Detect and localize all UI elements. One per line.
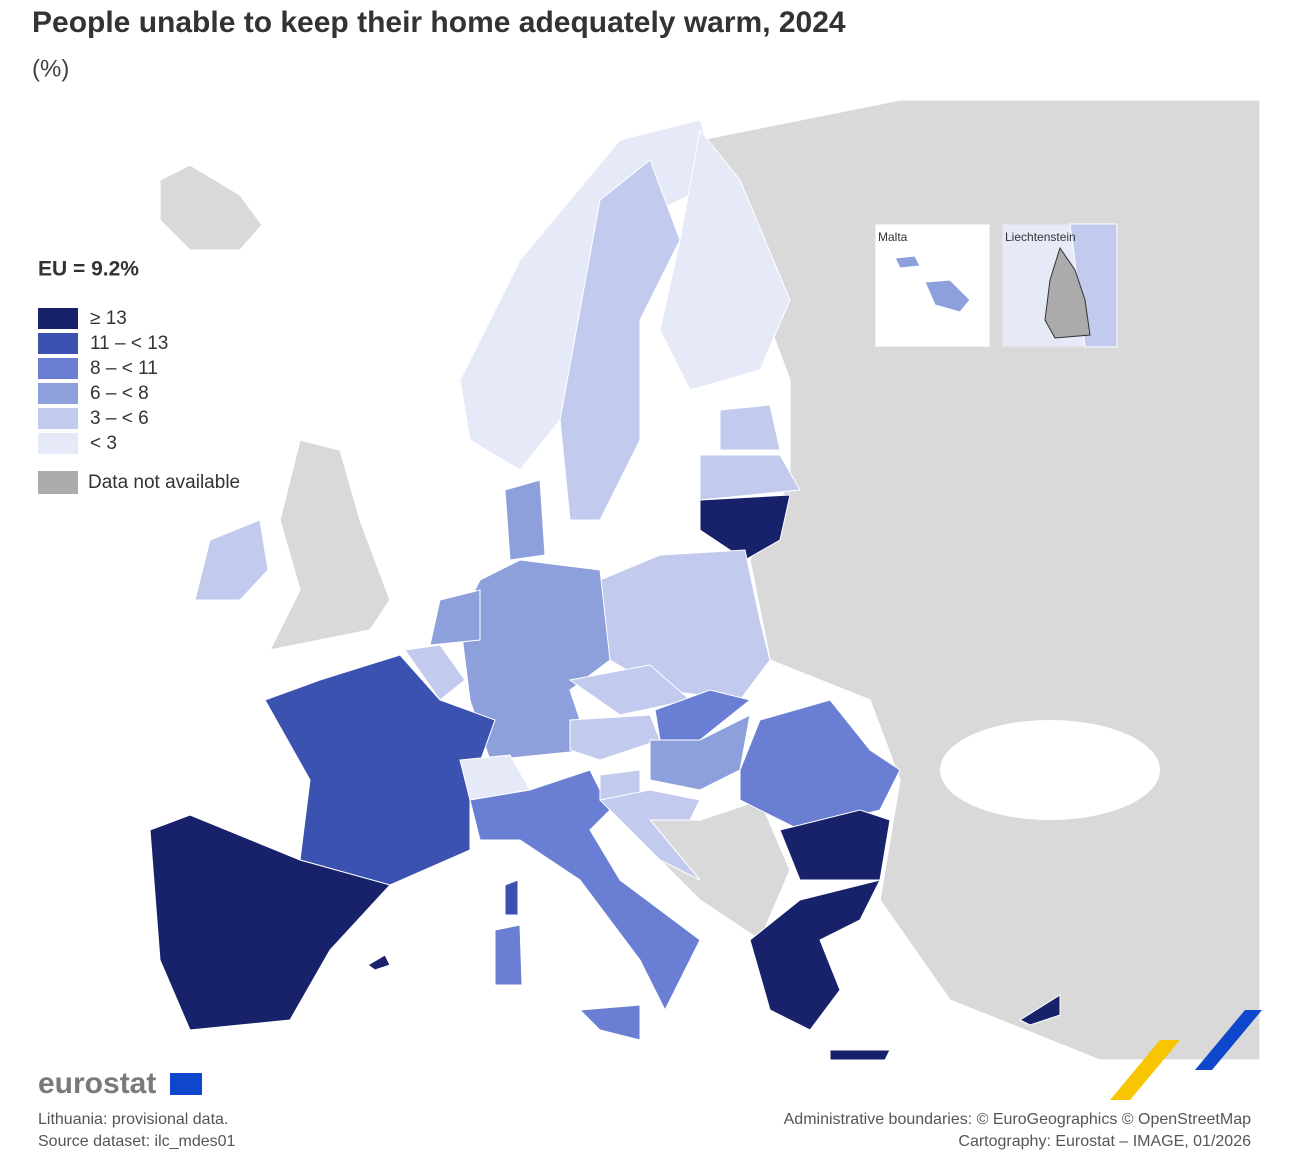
countries bbox=[149, 119, 1061, 1061]
legend-label: 11 – < 13 bbox=[90, 333, 168, 354]
inset-label: Malta bbox=[878, 230, 908, 244]
legend-swatch bbox=[38, 408, 78, 429]
croatia bbox=[598, 789, 701, 881]
sicily bbox=[578, 1004, 641, 1041]
subtitle: (%) bbox=[32, 55, 69, 82]
sweden bbox=[559, 159, 681, 521]
slovakia bbox=[654, 689, 752, 741]
legend-label: 6 – < 8 bbox=[90, 383, 149, 404]
legend: ≥ 13 11 – < 13 8 – < 11 6 – < 8 3 – < 6 < 3 Da… bbox=[38, 308, 240, 494]
malta bbox=[924, 279, 971, 313]
corsica bbox=[504, 879, 519, 916]
map bbox=[149, 99, 1261, 1061]
iceland bbox=[159, 164, 263, 251]
legend-swatch bbox=[38, 358, 78, 379]
land-east bbox=[699, 99, 1261, 1061]
legend-swatch bbox=[38, 433, 78, 454]
balearics bbox=[367, 954, 391, 971]
latvia bbox=[699, 454, 801, 501]
legend-label: ≥ 13 bbox=[90, 308, 127, 329]
black-sea bbox=[940, 720, 1160, 820]
cyprus bbox=[1018, 994, 1061, 1026]
logo: eurostat bbox=[38, 1067, 156, 1100]
romania bbox=[739, 699, 901, 831]
finland bbox=[659, 128, 791, 391]
logo-stripe bbox=[1195, 1010, 1262, 1070]
note: Lithuania: provisional data. bbox=[38, 1111, 228, 1128]
legend-label: 3 – < 6 bbox=[90, 408, 149, 429]
lithuania bbox=[699, 494, 791, 561]
inset-label: Liechtenstein bbox=[1005, 230, 1076, 244]
great-britain bbox=[268, 439, 391, 651]
iberia bbox=[149, 814, 391, 1031]
inset-liechtenstein: Liechtenstein bbox=[1001, 223, 1118, 348]
legend-label: < 3 bbox=[90, 433, 117, 454]
belgium bbox=[404, 644, 466, 701]
legend-swatch bbox=[38, 333, 78, 354]
greece bbox=[749, 879, 881, 1031]
legend-swatch bbox=[38, 308, 78, 329]
crete bbox=[829, 1049, 891, 1061]
inset-malta: Malta bbox=[874, 223, 991, 348]
legend-title: EU = 9.2% bbox=[38, 258, 139, 281]
credit: Administrative boundaries: © EuroGeograp… bbox=[784, 1111, 1251, 1128]
netherlands bbox=[429, 589, 481, 646]
denmark bbox=[504, 479, 546, 561]
note: Source dataset: ilc_mdes01 bbox=[38, 1133, 236, 1150]
liechtenstein bbox=[1044, 246, 1091, 339]
ireland bbox=[194, 519, 269, 601]
credit: Cartography: Eurostat – IMAGE, 01/2026 bbox=[958, 1133, 1251, 1150]
italy bbox=[469, 769, 701, 1012]
legend-label: Data not available bbox=[88, 472, 240, 493]
title: People unable to keep their home adequat… bbox=[32, 6, 846, 39]
balkans bbox=[639, 799, 791, 941]
austria bbox=[569, 714, 661, 761]
bulgaria bbox=[779, 809, 891, 881]
gozo bbox=[894, 255, 921, 269]
legend-swatch bbox=[38, 471, 78, 494]
france bbox=[264, 654, 496, 886]
estonia bbox=[719, 404, 781, 451]
sardinia bbox=[494, 924, 523, 986]
legend-label: 8 – < 11 bbox=[90, 358, 158, 379]
logo-stripe bbox=[1110, 1040, 1180, 1100]
eu-flag bbox=[170, 1073, 202, 1095]
legend-swatch bbox=[38, 383, 78, 404]
